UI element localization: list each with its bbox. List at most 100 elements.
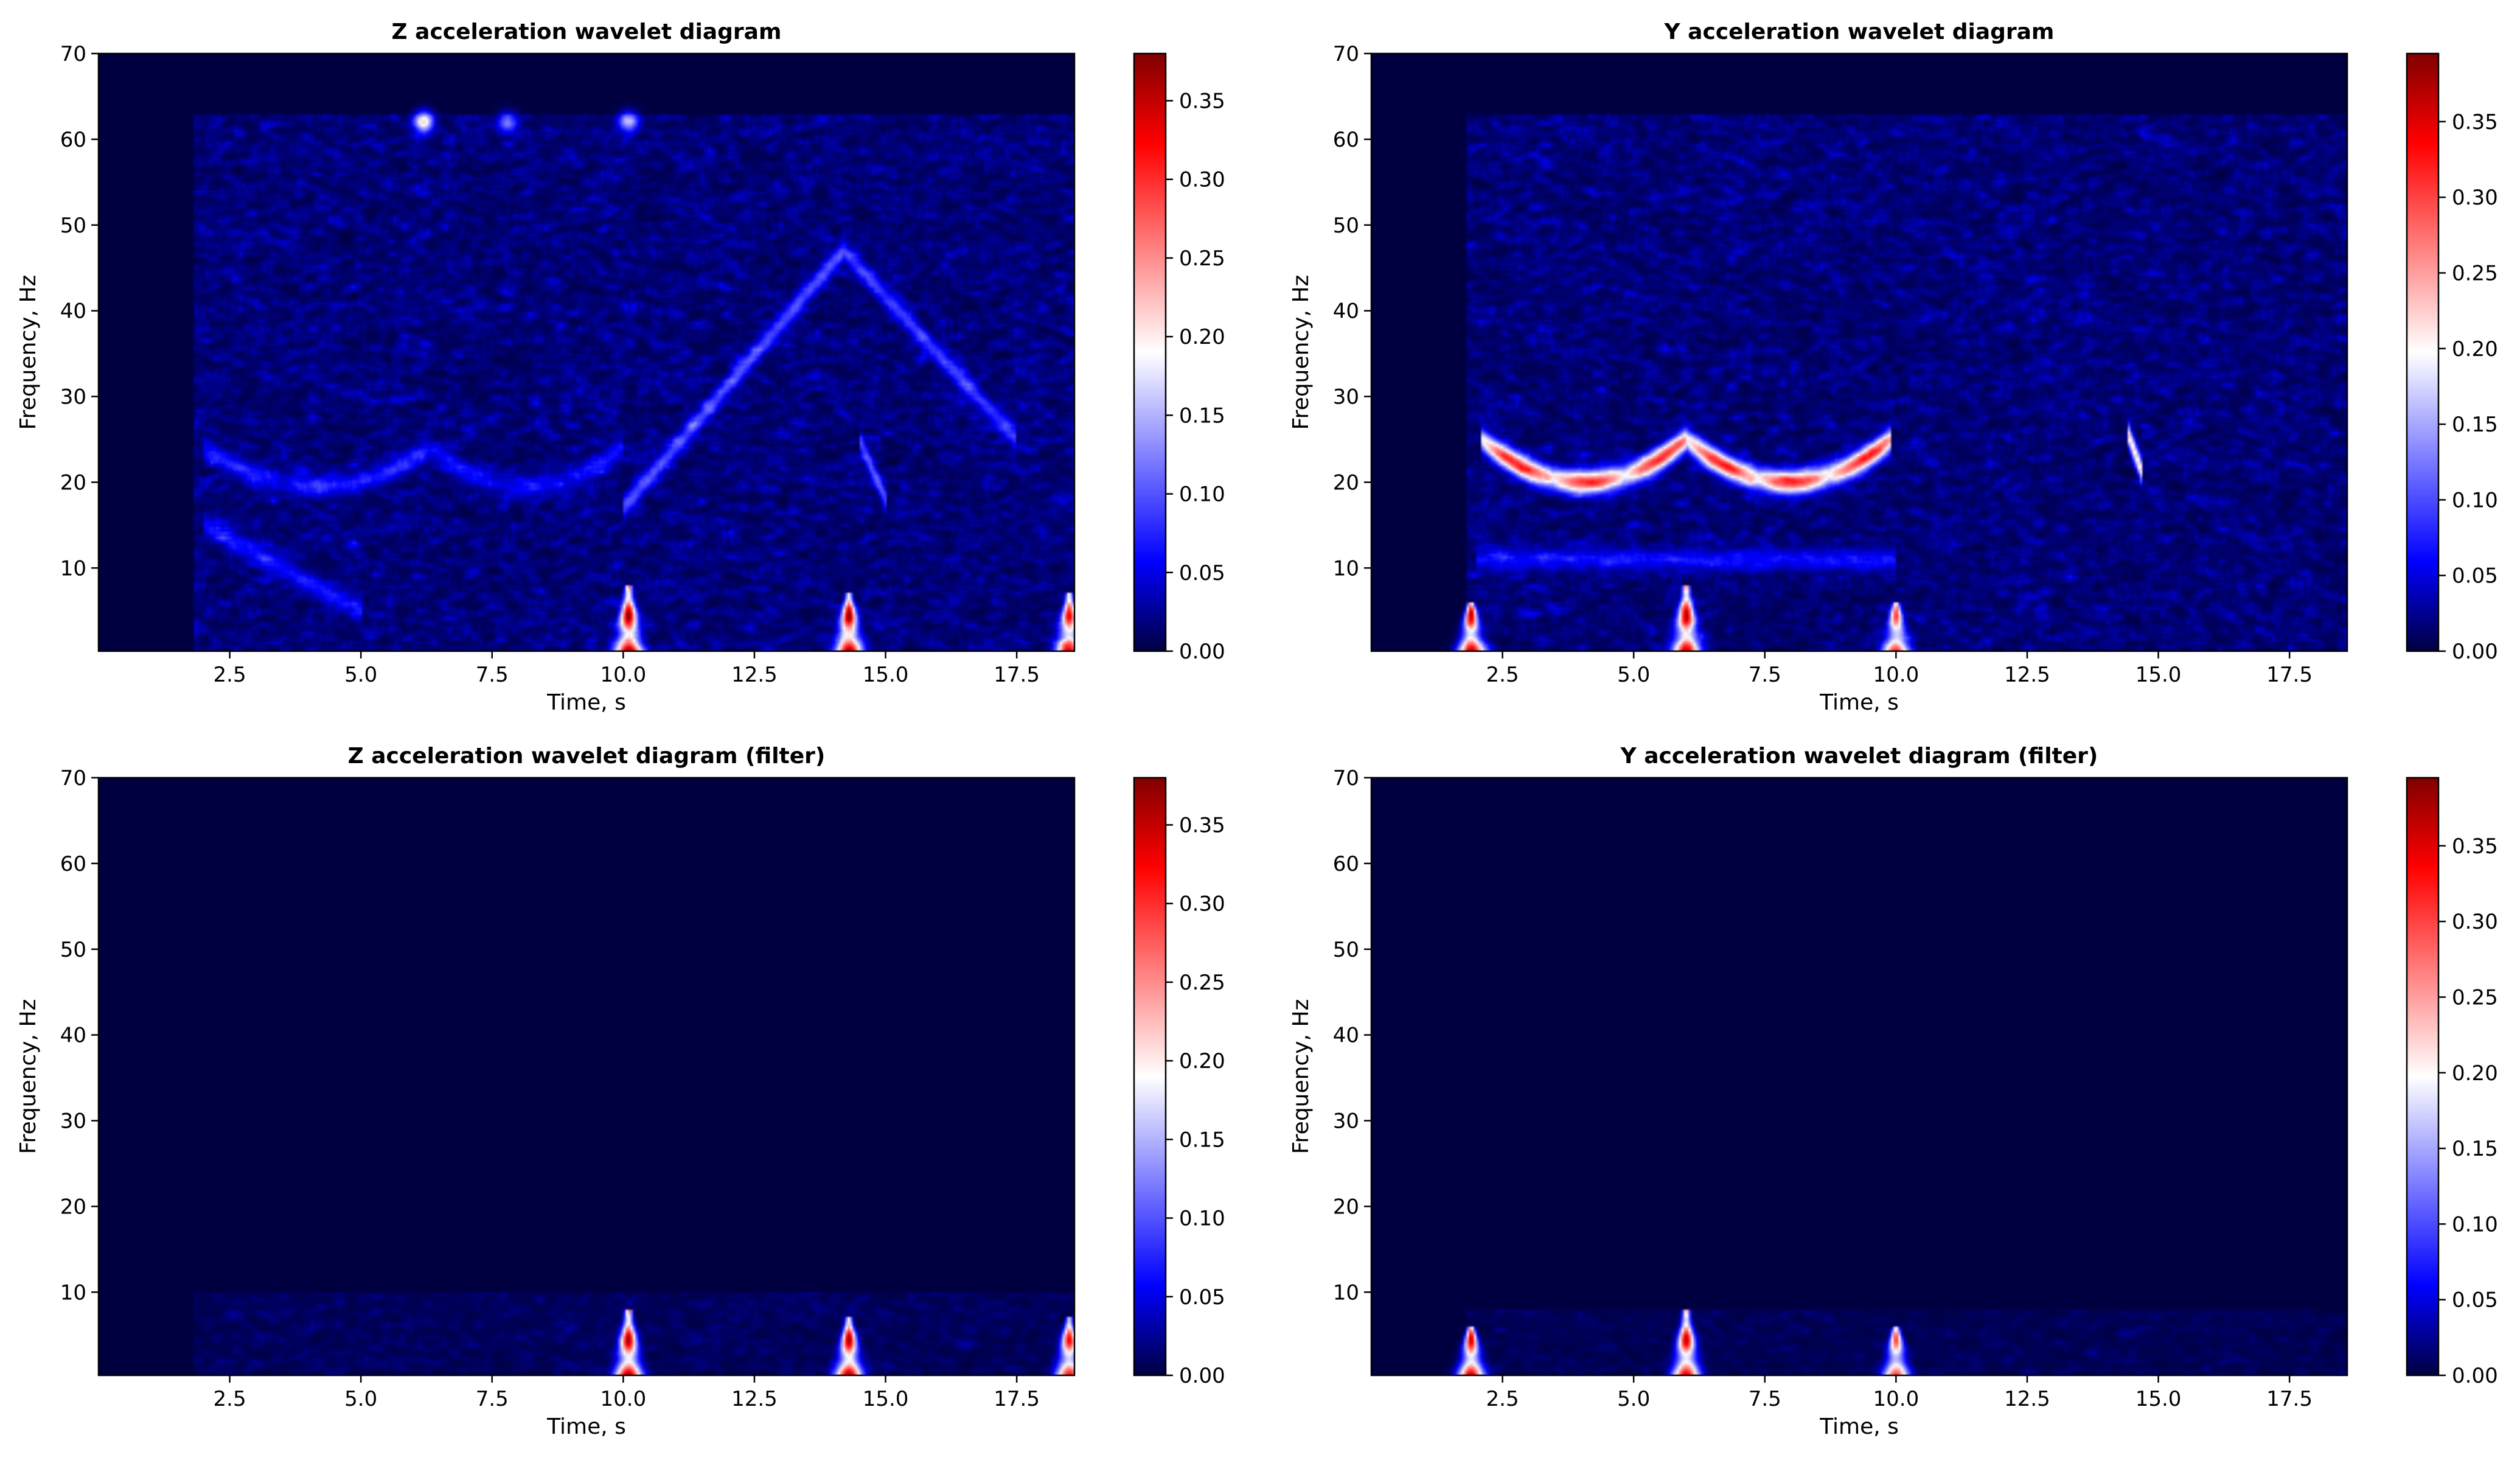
colorbar-tick-label: 0.15 <box>2452 413 2498 437</box>
colorbar-tick-label: 0.00 <box>2452 640 2498 664</box>
y-tick-label: 10 <box>1333 556 1359 581</box>
y-tick-label: 10 <box>60 556 86 581</box>
x-tick-label: 12.5 <box>2004 1387 2050 1411</box>
x-tick-label: 5.0 <box>344 663 377 687</box>
axes-frame <box>1370 777 2348 1377</box>
x-tick-label: 15.0 <box>2135 663 2182 687</box>
colorbar-tick-label: 0.35 <box>2452 834 2498 859</box>
colorbar-tick-label: 0.30 <box>1179 168 1225 192</box>
x-tick-label: 12.5 <box>2004 663 2050 687</box>
subplot-2: Y acceleration wavelet diagram 2.5 5.0 7.5 1… <box>1289 19 2498 715</box>
colorbar-tick-label: 0.30 <box>1179 892 1225 916</box>
y-tick-label: 60 <box>60 852 86 876</box>
y-tick-label: 10 <box>60 1280 86 1305</box>
x-tick-label: 7.5 <box>1749 1387 1781 1411</box>
x-tick-label: 2.5 <box>1486 1387 1519 1411</box>
y-tick-label: 20 <box>1333 1195 1359 1219</box>
y-tick-label: 70 <box>1333 766 1359 791</box>
x-axis-label: Time, s <box>546 1414 626 1439</box>
colorbar-tick-label: 0.10 <box>1179 1207 1225 1231</box>
x-tick-label: 17.5 <box>2266 1387 2313 1411</box>
colorbar <box>1133 52 1167 652</box>
y-tick-label: 70 <box>1333 42 1359 66</box>
heatmap-image <box>1371 54 2347 651</box>
colorbar-tick-label: 0.25 <box>1179 246 1225 271</box>
x-axis-label: Time, s <box>546 690 626 715</box>
y-tick-label: 50 <box>1333 938 1359 962</box>
colorbar-tick-label: 0.15 <box>1179 1128 1225 1152</box>
colorbar-tick-label: 0.00 <box>2452 1364 2498 1388</box>
y-axis-label: Frequency, Hz <box>16 999 41 1154</box>
axes-frame <box>97 777 1076 1377</box>
x-tick-label: 10.0 <box>1873 663 1920 687</box>
x-tick-label: 17.5 <box>2266 663 2313 687</box>
x-tick-label: 12.5 <box>731 663 778 687</box>
x-tick-label: 10.0 <box>1873 1387 1920 1411</box>
heatmap-image <box>1371 778 2347 1375</box>
y-tick-label: 50 <box>60 938 86 962</box>
y-tick-label: 60 <box>1333 852 1359 876</box>
colorbar-tick-label: 0.00 <box>1179 640 1225 664</box>
heatmap-image <box>99 54 1074 651</box>
colorbar-tick-label: 0.20 <box>2452 337 2498 361</box>
colorbar-tick-label: 0.10 <box>2452 488 2498 512</box>
x-tick-label: 10.0 <box>600 663 647 687</box>
x-tick-label: 5.0 <box>1617 1387 1650 1411</box>
x-axis-label: Time, s <box>1819 1414 1899 1439</box>
y-tick-label: 30 <box>1333 1109 1359 1134</box>
x-tick-label: 2.5 <box>214 1387 246 1411</box>
x-tick-label: 7.5 <box>1749 663 1781 687</box>
colorbar-tick-label: 0.30 <box>2452 910 2498 934</box>
y-tick-label: 30 <box>1333 385 1359 410</box>
y-tick-label: 50 <box>60 214 86 238</box>
colorbar-tick-label: 0.30 <box>2452 186 2498 210</box>
x-tick-label: 12.5 <box>731 1387 778 1411</box>
colorbar-tick-label: 0.05 <box>1179 1285 1225 1310</box>
axes-frame <box>97 52 1076 652</box>
x-tick-label: 2.5 <box>214 663 246 687</box>
colorbar-tick-label: 0.15 <box>2452 1137 2498 1161</box>
colorbar-tick-label: 0.20 <box>1179 325 1225 349</box>
axes-frame <box>1370 52 2348 652</box>
x-tick-label: 2.5 <box>1486 663 1519 687</box>
x-tick-label: 10.0 <box>600 1387 647 1411</box>
x-tick-label: 7.5 <box>476 1387 509 1411</box>
y-tick-label: 20 <box>1333 470 1359 495</box>
chart-title: Z acceleration wavelet diagram (filter) <box>348 744 826 769</box>
y-tick-label: 70 <box>60 766 86 791</box>
colorbar-tick-label: 0.10 <box>2452 1212 2498 1237</box>
colorbar-tick-label: 0.15 <box>1179 403 1225 428</box>
y-tick-label: 60 <box>1333 128 1359 152</box>
x-axis-label: Time, s <box>1819 690 1899 715</box>
x-tick-label: 15.0 <box>863 663 909 687</box>
y-tick-label: 70 <box>60 42 86 66</box>
colorbar-tick-label: 0.10 <box>1179 483 1225 507</box>
x-tick-label: 5.0 <box>344 1387 377 1411</box>
chart-title: Z acceleration wavelet diagram <box>392 19 782 44</box>
colorbar-tick-label: 0.05 <box>2452 564 2498 588</box>
colorbar-tick-label: 0.00 <box>1179 1364 1225 1388</box>
subplot-1: Z acceleration wavelet diagram 2.5 5.0 7.5 1… <box>16 19 1225 715</box>
y-tick-label: 40 <box>1333 1024 1359 1048</box>
colorbar-tick-label: 0.25 <box>2452 261 2498 285</box>
x-tick-label: 5.0 <box>1617 663 1650 687</box>
heatmap-image <box>99 778 1074 1375</box>
y-axis-label: Frequency, Hz <box>16 275 41 430</box>
colorbar-tick-label: 0.35 <box>1179 814 1225 838</box>
y-axis-label: Frequency, Hz <box>1289 275 1314 430</box>
y-tick-label: 20 <box>60 470 86 495</box>
x-tick-label: 15.0 <box>863 1387 909 1411</box>
y-tick-label: 20 <box>60 1195 86 1219</box>
colorbar <box>1133 777 1167 1377</box>
colorbar-tick-label: 0.20 <box>1179 1049 1225 1073</box>
colorbar-tick-label: 0.25 <box>2452 985 2498 1010</box>
colorbar-tick-label: 0.05 <box>1179 561 1225 585</box>
colorbar-tick-label: 0.35 <box>1179 89 1225 114</box>
subplot-4: Y acceleration wavelet diagram (filter) 2… <box>1289 744 2498 1439</box>
subplot-3: Z acceleration wavelet diagram (filter) 2… <box>16 744 1225 1439</box>
y-tick-label: 30 <box>60 385 86 410</box>
colorbar <box>2406 777 2440 1377</box>
y-axis-label: Frequency, Hz <box>1289 999 1314 1154</box>
y-tick-label: 40 <box>60 1024 86 1048</box>
